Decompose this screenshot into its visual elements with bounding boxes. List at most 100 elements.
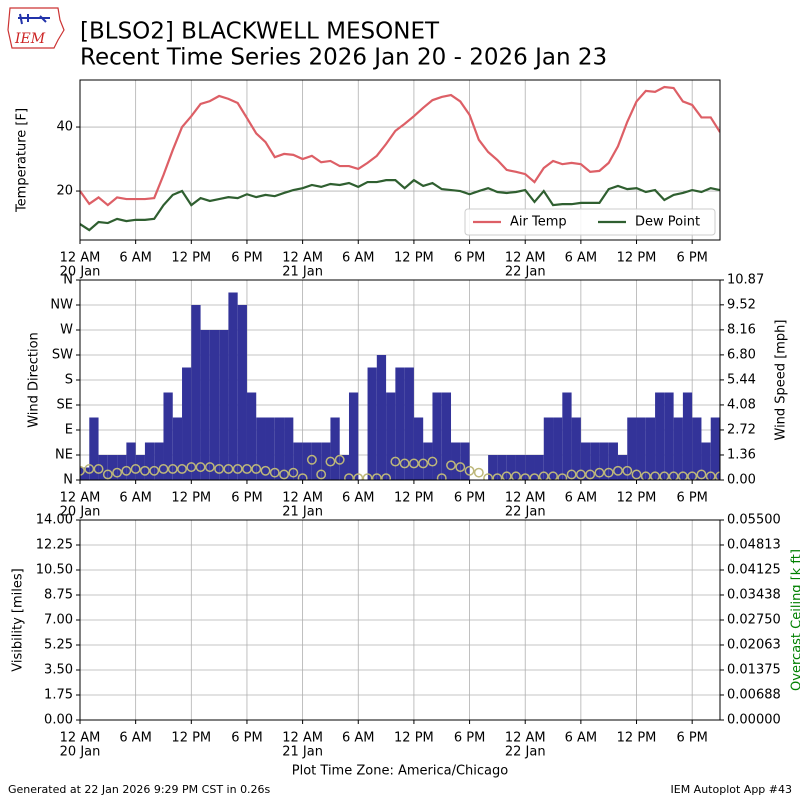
y-tick-label: 8.75 (44, 588, 73, 603)
bar (330, 417, 340, 480)
bar (376, 355, 387, 480)
y-tick-label: NW (50, 298, 73, 313)
plot-frame (79, 519, 721, 721)
x-tick-label: 6 AM (565, 491, 598, 506)
bar (655, 392, 665, 480)
y-axis-label: Visibility [miles] (11, 568, 26, 671)
y2-tick-label: 0.03438 (727, 587, 781, 602)
point (251, 464, 262, 474)
bar (543, 417, 554, 480)
x-tick-label: 6 PM (454, 491, 485, 506)
legend-box (464, 208, 716, 236)
bar (710, 417, 720, 480)
y-tick-label: 5.25 (44, 638, 73, 653)
point (529, 473, 540, 480)
x-tick-label: 6 PM (454, 251, 485, 266)
bar (580, 442, 591, 480)
point (214, 464, 225, 474)
y-tick-label: 14.00 (36, 513, 73, 528)
point (130, 464, 141, 474)
x-tick-label: 6 PM (231, 491, 262, 506)
bar (608, 442, 618, 480)
y-tick-label: S (65, 373, 73, 388)
plot-frame (79, 279, 721, 481)
x-tick-label: 6 AM (342, 731, 375, 746)
point (510, 471, 521, 480)
legend-label: Air Temp (510, 215, 567, 230)
point (158, 464, 169, 474)
bar (209, 330, 220, 480)
bar (451, 442, 461, 480)
bar (89, 417, 99, 480)
x-tick-label: 12 PM (617, 251, 657, 266)
bar (339, 455, 349, 480)
y2-tick-label: 0.05500 (727, 513, 781, 528)
bar (506, 455, 516, 480)
point (446, 460, 456, 471)
x-tick-label: 12 AM (60, 731, 101, 746)
y2-tick-label: 5.44 (727, 372, 756, 387)
y-tick-label: N (63, 473, 73, 488)
bar (237, 305, 247, 480)
y-tick-label: NE (55, 448, 73, 463)
point (381, 473, 392, 480)
point (501, 471, 512, 480)
y-tick-label: 1.75 (44, 688, 73, 703)
point (427, 456, 438, 467)
point (279, 469, 290, 480)
bar (154, 442, 164, 480)
point (325, 456, 336, 467)
y2-axis-label: Overcast Ceiling [k ft] (790, 549, 800, 691)
bar (413, 417, 424, 480)
y-tick-label: 7.00 (44, 613, 73, 628)
point (121, 465, 132, 476)
x-tick-label: 6 PM (676, 491, 707, 506)
point (390, 456, 401, 467)
bar (117, 455, 127, 480)
point (344, 473, 354, 480)
point (436, 473, 447, 480)
x-tick-label: 12 AM (282, 251, 323, 266)
point (585, 469, 596, 480)
x-tick-date: 22 Jan (505, 745, 546, 760)
y-tick-label: 40 (56, 120, 73, 135)
y2-tick-label: 9.52 (727, 297, 756, 312)
point (316, 469, 327, 480)
x-tick-label: 12 PM (171, 251, 211, 266)
bar (144, 442, 155, 480)
y2-tick-label: 0.00 (727, 473, 756, 488)
legend-label: Dew Point (635, 215, 700, 230)
plot-area (80, 85, 720, 232)
y2-tick-label: 0.01375 (727, 663, 781, 678)
x-tick-label: 12 PM (171, 731, 211, 746)
y-tick-label: SE (57, 398, 73, 413)
bar (367, 367, 377, 480)
x-axis-label: Plot Time Zone: America/Chicago (292, 764, 508, 779)
bar (80, 467, 90, 480)
x-tick-label: 6 PM (231, 251, 262, 266)
bar (682, 392, 693, 480)
x-tick-label: 12 AM (60, 251, 101, 266)
footer-left: Generated at 22 Jan 2026 9:29 PM CST in … (8, 783, 271, 796)
y-tick-label: 20 (56, 184, 73, 199)
x-tick-label: 12 PM (171, 491, 211, 506)
point (575, 469, 586, 480)
grid (79, 519, 720, 721)
point (167, 464, 178, 474)
bar (460, 442, 470, 480)
x-tick-label: 12 PM (394, 251, 434, 266)
y-axis-label: Temperature [F] (15, 108, 30, 213)
y2-tick-label: 2.72 (727, 422, 756, 437)
x-tick-label: 12 AM (282, 731, 323, 746)
point (269, 467, 280, 478)
plot-frame (79, 79, 721, 241)
bar (293, 442, 303, 480)
point (371, 473, 382, 480)
point (640, 471, 651, 480)
point (204, 462, 215, 473)
point (297, 473, 308, 480)
y2-tick-label: 0.02750 (727, 613, 781, 628)
x-tick-label: 6 AM (342, 491, 375, 506)
bar (284, 417, 294, 480)
